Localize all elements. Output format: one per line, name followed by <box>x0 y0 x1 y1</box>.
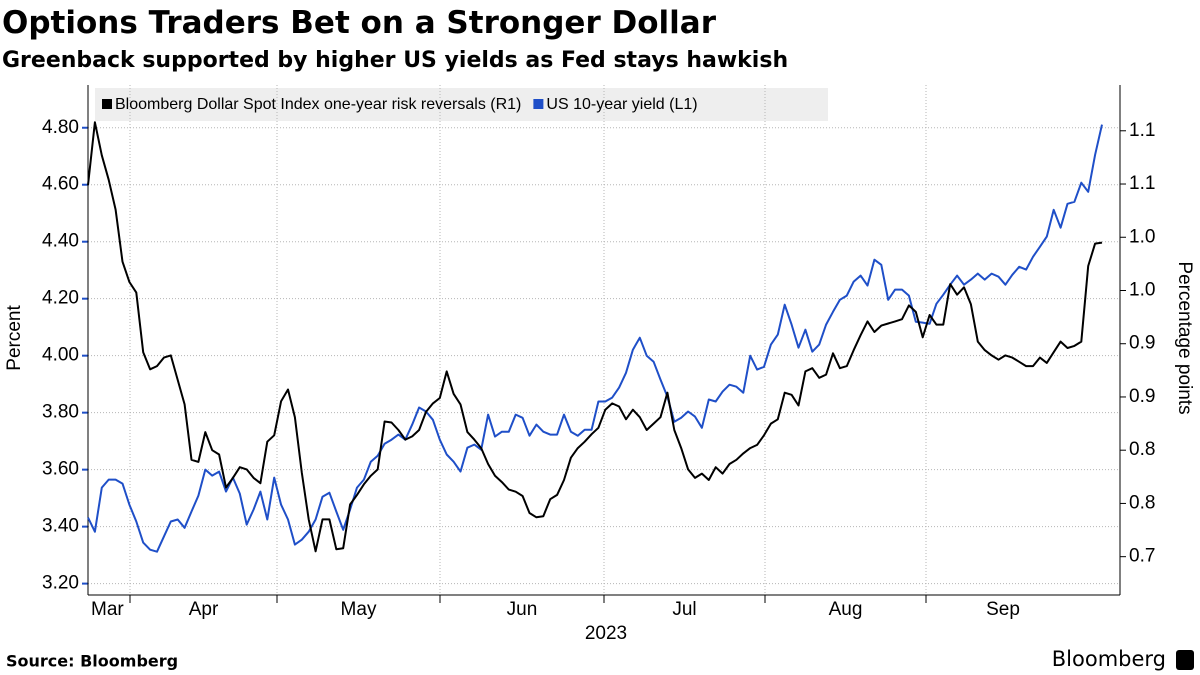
x-tick-label: Jun <box>507 599 538 620</box>
y-axis-label: Percent <box>4 305 25 371</box>
y-tick-label: 4.40 <box>42 231 79 252</box>
y2-tick-label: 0.9 <box>1129 333 1155 354</box>
y-tick-label: 3.20 <box>42 573 79 594</box>
x-axis-label: 2023 <box>585 623 627 644</box>
legend-box <box>95 88 828 121</box>
y2-tick-label: 0.9 <box>1129 386 1155 407</box>
x-tick-label: May <box>341 599 377 620</box>
chart-title: Options Traders Bet on a Stronger Dollar <box>2 5 717 41</box>
x-tick-label: Aug <box>829 599 863 620</box>
y-tick-label: 3.60 <box>42 459 79 480</box>
y2-tick-label: 1.0 <box>1129 280 1155 301</box>
x-tick-label: Mar <box>91 599 124 620</box>
brand-icon <box>1176 650 1194 670</box>
x-tick-label: Apr <box>189 599 219 620</box>
y2-tick-label: 1.1 <box>1129 173 1155 194</box>
y-tick-label: 4.20 <box>42 288 79 309</box>
y2-tick-label: 1.1 <box>1129 120 1155 141</box>
chart-subtitle: Greenback supported by higher US yields … <box>2 48 788 73</box>
legend-label: Bloomberg Dollar Spot Index one-year ris… <box>115 96 521 113</box>
y2-tick-label: 0.7 <box>1129 546 1155 567</box>
y-tick-label: 4.00 <box>42 345 79 366</box>
y2-tick-label: 0.8 <box>1129 439 1155 460</box>
y2-axis-label: Percentage points <box>1174 261 1195 414</box>
y-tick-label: 3.40 <box>42 516 79 537</box>
source: Source: Bloomberg <box>6 652 178 671</box>
x-tick-label: Jul <box>672 599 696 620</box>
y-tick-label: 3.80 <box>42 402 79 423</box>
y-tick-label: 4.60 <box>42 174 79 195</box>
y2-tick-label: 0.8 <box>1129 492 1155 513</box>
x-tick-label: Sep <box>986 599 1020 620</box>
legend-label: US 10-year yield (L1) <box>546 96 697 113</box>
y2-tick-label: 1.0 <box>1129 226 1155 247</box>
legend-swatch <box>533 99 544 109</box>
line-series <box>87 121 1103 553</box>
brand: Bloomberg <box>1052 647 1166 671</box>
line-series <box>87 124 1103 553</box>
y-tick-label: 4.80 <box>42 117 79 138</box>
legend-swatch <box>102 99 112 109</box>
